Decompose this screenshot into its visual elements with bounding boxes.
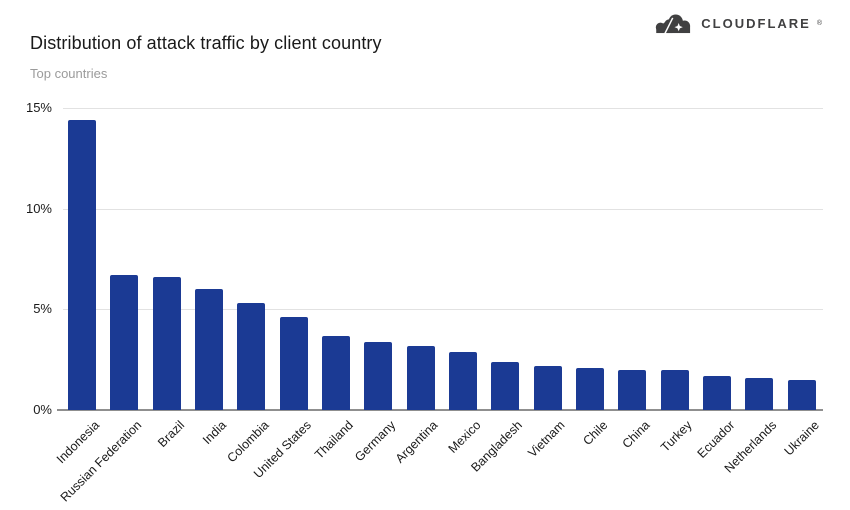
bar-slot: Brazil [146, 108, 188, 450]
bar-slot: Germany [352, 108, 399, 464]
x-axis-label: Turkey [658, 418, 695, 455]
x-axis-label: Ecuador [694, 418, 737, 461]
bar-slot: Netherlands [722, 108, 780, 476]
bar [703, 375, 732, 410]
cloudflare-wordmark: CLOUDFLARE [701, 15, 811, 31]
x-axis-label: Russian Federation [57, 418, 145, 505]
x-axis-line [57, 409, 823, 411]
x-axis-label: Ukraine [781, 418, 822, 459]
bar-slot: India [188, 108, 230, 447]
x-axis-label: Mexico [445, 418, 484, 456]
y-axis-tick-label: 15% [25, 100, 52, 115]
bar [364, 341, 393, 410]
bar-slot: Indonesia [54, 108, 103, 466]
bar-slot: United States [251, 108, 315, 481]
chart-subtitle: Top countries [30, 66, 108, 81]
cloudflare-cloud-icon [652, 14, 697, 36]
bar [279, 317, 308, 410]
bar [449, 351, 478, 410]
bar [576, 367, 605, 410]
bar-slot: Colombia [224, 108, 272, 465]
bar-slot: Ecuador [694, 108, 738, 461]
bar-slot: Vietnam [526, 108, 569, 460]
bar-slot: Bangladesh [469, 108, 526, 475]
bar [195, 289, 224, 410]
bar [491, 361, 520, 410]
bar-slot: Russian Federation [58, 108, 145, 505]
bar [406, 345, 435, 410]
x-axis-label: Vietnam [525, 418, 568, 461]
bar [110, 275, 139, 410]
plot-area: Indonesia Russian Federation Brazil India Co… [54, 108, 823, 505]
bar-slot: Thailand [312, 108, 357, 462]
bar [237, 303, 266, 410]
bar-slot: Mexico [442, 108, 484, 456]
bar-slot: China [611, 108, 653, 451]
x-axis-label: Germany [352, 418, 399, 465]
y-axis-tick-label: 5% [33, 301, 52, 317]
x-axis-label: Argentina [392, 418, 441, 466]
registered-mark: ® [816, 19, 822, 27]
x-axis-label: India [199, 418, 230, 448]
y-axis-tick-label: 10% [25, 200, 52, 216]
x-axis-label: China [619, 418, 653, 452]
bar-slot: Argentina [393, 108, 442, 466]
bar-slot: Turkey [654, 108, 696, 455]
page-title: Distribution of attack traffic by client… [30, 33, 382, 53]
bar [660, 369, 689, 410]
x-axis-label: Chile [579, 418, 611, 449]
bar [745, 377, 774, 410]
bar [787, 379, 816, 410]
bar [322, 335, 351, 410]
bar [533, 365, 562, 410]
x-axis-label: Brazil [154, 418, 187, 451]
gridline [63, 108, 823, 109]
bar-slot: Ukraine [781, 108, 823, 458]
y-axis-tick-label: 0% [33, 402, 52, 417]
bar [68, 120, 97, 410]
gridline [63, 208, 823, 210]
bar-series: Indonesia Russian Federation Brazil India Co… [54, 108, 823, 505]
y-axis-labels: 0% 5% 10% 15% [0, 101, 52, 417]
bar [152, 277, 181, 410]
bar-slot: Chile [569, 108, 611, 448]
x-axis-label: Thailand [312, 418, 357, 462]
gridline [63, 309, 823, 311]
cloudflare-logo: CLOUDFLARE ® [652, 9, 822, 37]
bar [618, 369, 647, 410]
